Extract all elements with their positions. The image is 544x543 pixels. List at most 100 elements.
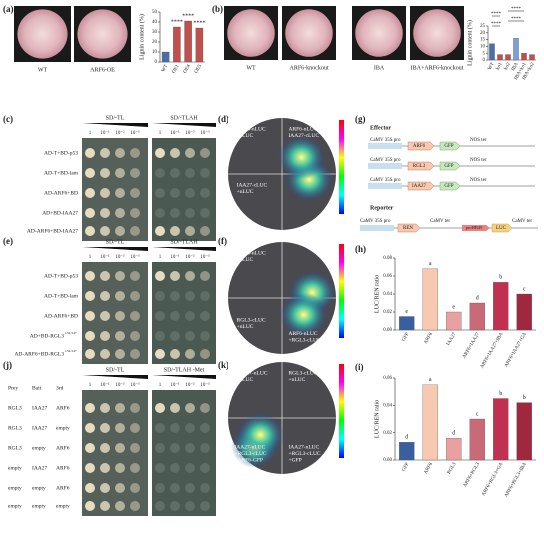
cotton xyxy=(77,9,128,59)
row-label: RGL3 xyxy=(8,405,22,411)
medium-label: SD/-TLAH xyxy=(170,115,198,121)
colony xyxy=(155,208,165,218)
panel-label: (b) xyxy=(212,4,223,14)
y-axis-label: LUC/REN ratio xyxy=(374,275,380,313)
annotation: **** xyxy=(171,19,183,25)
medium-label: SD/-TL xyxy=(106,115,125,121)
medium-label: SD/-TLAH -Met xyxy=(164,367,205,373)
construct-label: +GFP xyxy=(288,457,301,463)
colony xyxy=(85,443,95,453)
row-label: AD-ARF6+BD-RGL3 xyxy=(14,351,64,357)
medium-label: SD/-TL xyxy=(106,367,125,373)
panel-label: (g) xyxy=(355,114,366,124)
colony xyxy=(85,331,95,341)
colony xyxy=(170,443,180,453)
x-tick-label: WT xyxy=(487,62,495,71)
row-label: AD-T+BD-lam xyxy=(44,293,79,299)
colony xyxy=(155,443,165,453)
colony xyxy=(115,148,125,158)
section-label: Reporter xyxy=(370,205,394,211)
colony xyxy=(200,423,210,433)
row-label: IAA27 xyxy=(32,465,48,471)
row-label: AD+BD-IAA27 xyxy=(42,210,78,216)
colony xyxy=(85,501,95,511)
bar xyxy=(161,51,170,63)
row-label: IAA27 xyxy=(32,425,48,431)
colony xyxy=(155,403,165,413)
row-label: RGL3 xyxy=(8,445,22,451)
row-label: empty xyxy=(32,503,46,509)
bar xyxy=(422,268,438,331)
colony xyxy=(85,311,95,321)
bar xyxy=(446,437,462,461)
dilution-wedge xyxy=(152,123,216,127)
row-label: AD-T+BD-p53 xyxy=(44,150,78,156)
colony xyxy=(100,331,110,341)
colony xyxy=(155,226,165,236)
colony xyxy=(100,271,110,281)
colony xyxy=(115,188,125,198)
tag xyxy=(439,141,461,151)
construct-label: +RGL3-cLUC xyxy=(234,451,266,457)
colony xyxy=(170,208,180,218)
tag xyxy=(439,181,461,191)
dilution-label: 10⁻³ xyxy=(200,382,210,388)
row-label: empty xyxy=(8,485,22,491)
construct-label: IAA27-nLUC xyxy=(234,444,265,450)
dilution-label: 10⁻¹ xyxy=(100,130,110,136)
colony xyxy=(170,148,180,158)
y-tick-label: 20 xyxy=(152,40,158,45)
tag-label: GFP xyxy=(444,184,453,189)
section-label: Effector xyxy=(370,125,391,131)
annotation: d xyxy=(405,435,408,441)
bar xyxy=(493,398,509,461)
construct-label: IAA27-nLUC xyxy=(288,444,319,450)
x-tick-label: ARF6 xyxy=(424,332,435,346)
column-header: Bait xyxy=(32,385,42,391)
axis xyxy=(487,26,536,61)
promoter xyxy=(462,225,490,231)
construct-label: IAA27-cLUC xyxy=(237,182,268,188)
row-label: ARF6 xyxy=(56,485,70,491)
colony xyxy=(155,311,165,321)
annotation: c xyxy=(523,286,526,292)
annotation: e xyxy=(405,309,408,315)
dilution-wedge xyxy=(152,247,216,251)
construct-label: +cLUC xyxy=(237,377,254,383)
colony xyxy=(85,423,95,433)
panel-label: (a) xyxy=(3,4,14,14)
construct-label: ARF6-nLUC+ xyxy=(288,126,320,132)
promoter-label: CaMV 35S pro xyxy=(370,138,401,143)
bar xyxy=(399,442,415,461)
colony xyxy=(130,291,140,301)
colony xyxy=(100,168,110,178)
colony xyxy=(170,331,180,341)
colony xyxy=(155,168,165,178)
row-superscript: 132-547 xyxy=(65,331,77,335)
gene-label: RGL3 xyxy=(413,164,426,169)
dilution-label: 1 xyxy=(159,255,162,260)
promoter xyxy=(368,183,402,189)
dilution-wedge xyxy=(82,123,148,127)
comparison: **** xyxy=(511,7,522,12)
construct-label: ARF6-nLUC xyxy=(237,126,266,132)
y-tick-label: 0 xyxy=(483,58,486,63)
colony xyxy=(185,349,195,359)
panel-label: (k) xyxy=(218,360,229,370)
x-tick-label: IBA xyxy=(511,62,520,72)
construct-label: +cLUC xyxy=(237,133,254,139)
colony xyxy=(185,443,195,453)
colony xyxy=(200,331,210,341)
colony xyxy=(130,501,140,511)
colony xyxy=(200,291,210,301)
dilution-label: 10⁻² xyxy=(115,254,125,260)
gene-label: IAA27 xyxy=(412,184,426,189)
dilution-label: 10⁻³ xyxy=(130,254,140,260)
color-scale xyxy=(339,120,344,214)
cotton xyxy=(227,9,275,57)
y-tick-label: 0.00 xyxy=(383,458,392,463)
y-tick-label: 5 xyxy=(483,51,486,56)
construct-label: RGL3-cLUC xyxy=(237,318,266,324)
colony xyxy=(115,423,125,433)
gene xyxy=(407,141,435,151)
